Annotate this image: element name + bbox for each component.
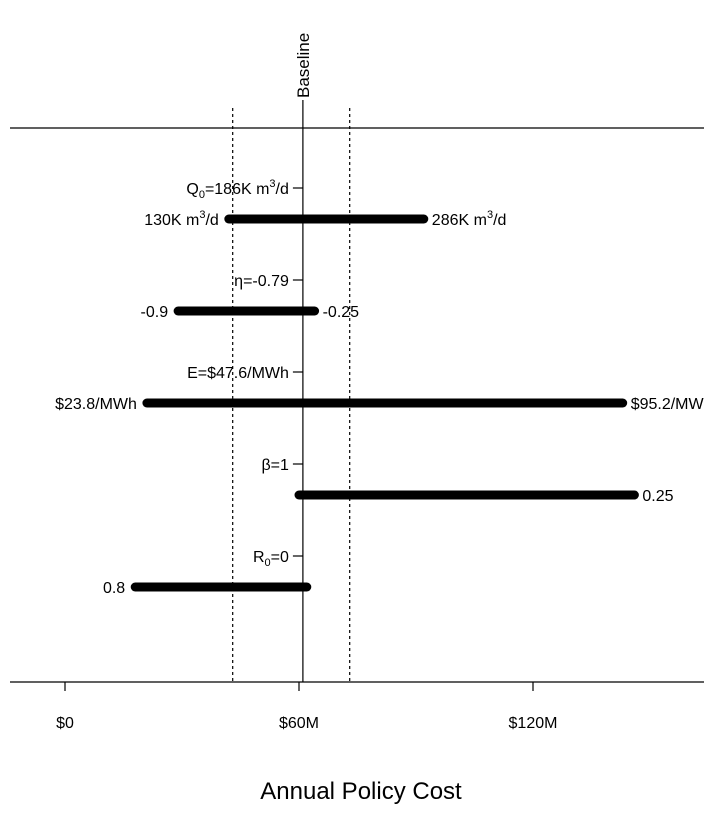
high-label-3: 0.25	[642, 488, 673, 505]
param-label-4: R0=0	[253, 549, 289, 569]
low-label-0: 130K m3/d	[144, 209, 219, 229]
param-label-2: E=$47.6/MWh	[187, 365, 289, 382]
high-label-1: -0.25	[323, 304, 360, 321]
param-label-3: β=1	[261, 457, 289, 474]
low-label-2: $23.8/MWh	[55, 396, 137, 413]
param-label-1: η=-0.79	[234, 273, 289, 290]
x-tick-label-1: $60M	[279, 715, 319, 732]
x-tick-label-2: $120M	[509, 715, 558, 732]
low-label-1: -0.9	[141, 304, 169, 321]
high-label-2: $95.2/MWh	[631, 396, 704, 413]
baseline-label: Baseline	[294, 33, 313, 98]
high-label-0: 286K m3/d	[432, 209, 507, 229]
param-label-0: Q0=186K m3/d	[186, 178, 289, 201]
x-tick-label-0: $0	[56, 715, 74, 732]
x-axis-title: Annual Policy Cost	[260, 778, 462, 805]
low-label-4: 0.8	[103, 580, 125, 597]
